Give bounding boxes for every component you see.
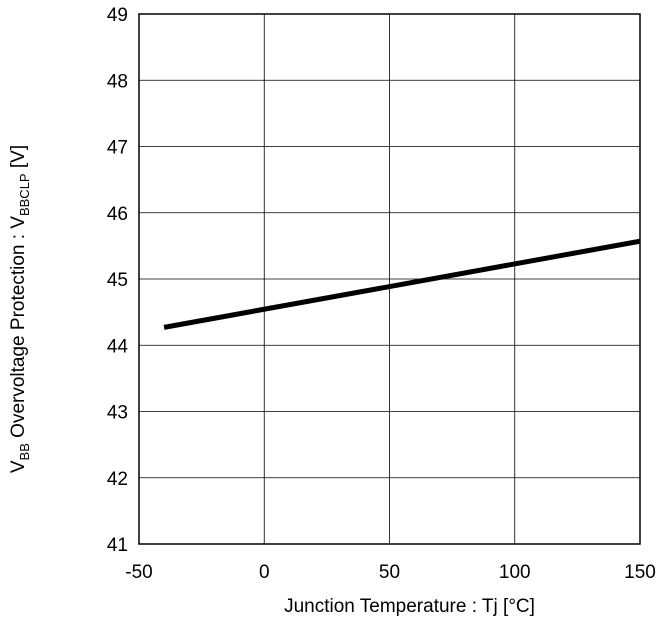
x-axis-label: Junction Temperature : Tj [°C] — [284, 596, 535, 617]
y-tick-label: 43 — [107, 403, 128, 424]
y-tick-label: 42 — [107, 469, 128, 490]
y-tick-label: 46 — [107, 204, 128, 225]
grid-lines — [139, 14, 640, 544]
y-axis-label: VBB Overvoltage Protection : VBBCLP [V] — [8, 145, 32, 473]
y-tick-label: 44 — [107, 336, 129, 357]
y-axis-label-text: Overvoltage Protection : V — [8, 216, 29, 443]
y-axis-label-v1: V — [8, 460, 29, 473]
y-tick-label: 49 — [107, 5, 128, 26]
series-group — [163, 238, 641, 330]
y-axis-label-unit: [V] — [8, 145, 29, 174]
x-tick-label: -50 — [125, 562, 152, 583]
x-tick-label: 150 — [624, 562, 656, 583]
y-axis-label-sub1: BB — [17, 443, 32, 460]
series-line — [163, 238, 641, 330]
y-axis-label-sub2: BBCLP — [17, 173, 32, 216]
x-tick-label: 0 — [259, 562, 270, 583]
x-tick-label: 100 — [499, 562, 531, 583]
plot-area-frame — [138, 13, 641, 545]
y-axis-ticks: 41 42 43 44 45 46 47 48 49 — [107, 5, 129, 556]
y-tick-label: 47 — [107, 138, 128, 159]
x-tick-label: 50 — [379, 562, 400, 583]
y-tick-label: 41 — [107, 535, 128, 556]
y-tick-label: 48 — [107, 71, 128, 92]
x-axis-ticks: -50 0 50 100 150 — [125, 562, 656, 583]
y-tick-label: 45 — [107, 270, 128, 291]
